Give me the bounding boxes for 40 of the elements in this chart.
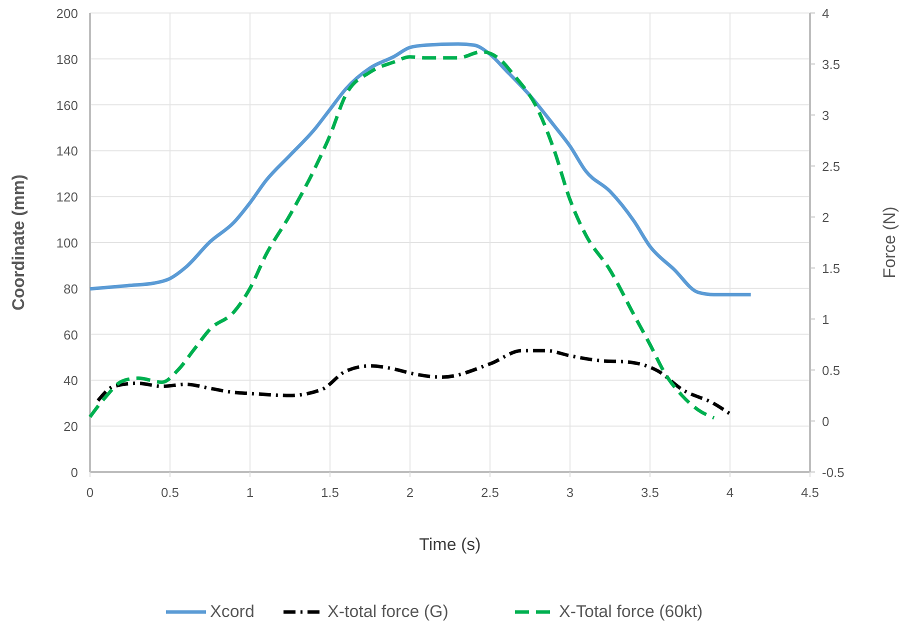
y2-tick-label: 2 [822, 210, 830, 225]
y-tick-label: 180 [56, 52, 78, 67]
y2-tick-label: 3 [822, 108, 830, 123]
y2-axis-title: Force (N) [880, 206, 899, 278]
y2-tick-label: 2.5 [822, 159, 840, 174]
x-tick-label: 0.5 [160, 485, 180, 500]
x-tick-label: 4.5 [800, 485, 820, 500]
y-tick-label: 140 [56, 144, 78, 159]
y-tick-label: 200 [56, 6, 78, 21]
y2-tick-label: 1.5 [822, 261, 840, 276]
y2-tick-label: 0.5 [822, 363, 840, 378]
y2-tick-label: -0.5 [822, 465, 844, 480]
y2-tick-label: 0 [822, 414, 830, 429]
y-tick-label: 100 [56, 236, 78, 250]
y-axis-title: Coordinate (mm) [9, 174, 28, 310]
line-series [88, 50, 716, 420]
y-tick-label: 20 [64, 419, 78, 434]
x-tick-label: 1.5 [320, 485, 340, 500]
y2-tick-label: 3.5 [822, 57, 840, 72]
y-tick-label: 0 [70, 465, 78, 480]
y-tick-label: 160 [56, 98, 78, 113]
y-tick-label: 120 [56, 190, 78, 205]
line-series [96, 348, 732, 416]
x-tick-label: 2.5 [480, 485, 500, 500]
x-axis-title: Time (s) [419, 535, 481, 554]
x-tick-label: 3.5 [640, 485, 660, 500]
legend-label: X-Total force (60kt) [559, 602, 703, 621]
x-tick-label: 0 [86, 485, 94, 500]
y-tick-label: 80 [64, 281, 78, 296]
legend-label: Xcord [210, 602, 254, 621]
x-tick-label: 1 [246, 485, 254, 500]
x-tick-label: 2 [406, 485, 414, 500]
y-tick-label: 40 [64, 373, 78, 388]
y-tick-label: 60 [64, 327, 78, 342]
y2-tick-label: 4 [822, 6, 830, 21]
y2-tick-label: 1 [822, 312, 830, 327]
legend-label: X-total force (G) [328, 602, 448, 621]
x-tick-label: 4 [726, 485, 734, 500]
x-tick-label: 3 [566, 485, 574, 500]
line-series [88, 42, 753, 296]
